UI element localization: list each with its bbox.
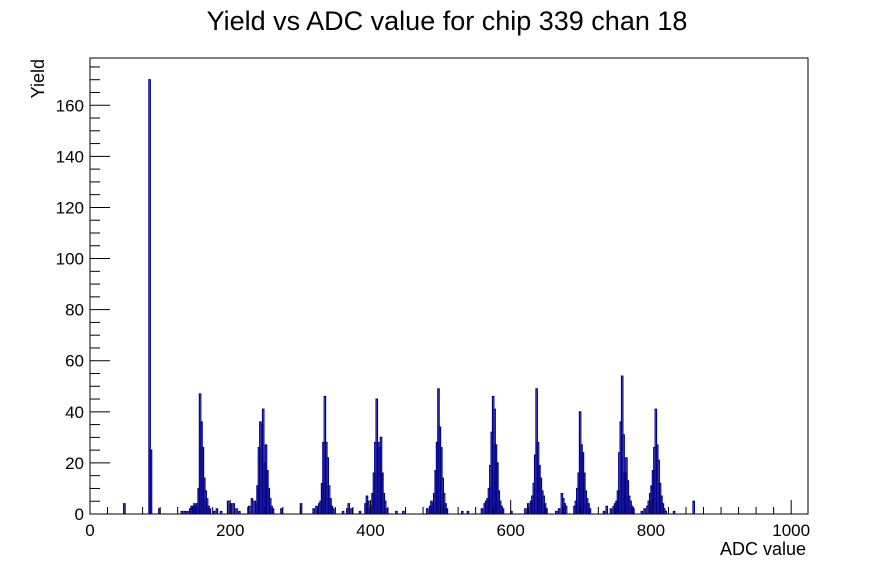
histogram-bin xyxy=(402,510,405,514)
histogram-bin xyxy=(672,510,676,514)
histogram-bin xyxy=(605,505,609,514)
y-axis-label: Yield xyxy=(28,59,48,98)
histogram-bin xyxy=(524,508,527,514)
histogram-bin xyxy=(312,508,315,514)
histogram-bin xyxy=(461,510,464,514)
histogram-bin xyxy=(609,508,613,514)
histogram-bin xyxy=(350,508,353,514)
histogram-bin xyxy=(588,508,592,514)
histogram-bin xyxy=(232,503,236,514)
histogram-bin xyxy=(557,508,561,514)
y-tick-label: 160 xyxy=(56,96,84,115)
y-tick-label: 20 xyxy=(65,454,84,473)
histogram-bin xyxy=(425,508,429,514)
histogram-bin xyxy=(526,503,530,514)
histogram-bin xyxy=(212,510,216,514)
x-tick-label: 600 xyxy=(497,521,525,540)
plot-border xyxy=(89,57,809,515)
y-tick-label: 100 xyxy=(56,250,84,269)
histogram-bin xyxy=(385,508,388,514)
x-tick-label: 1000 xyxy=(772,521,810,540)
histogram-bin xyxy=(332,508,335,514)
y-tick-label: 80 xyxy=(65,301,84,320)
histogram-bin xyxy=(247,505,251,514)
histogram-bin xyxy=(466,510,470,514)
x-tick-label: 800 xyxy=(637,521,665,540)
histogram-bin xyxy=(347,503,351,514)
histogram-bin xyxy=(395,510,398,514)
x-tick-label: 0 xyxy=(85,521,94,540)
histogram-bin xyxy=(367,500,370,514)
x-axis-label: ADC value xyxy=(720,539,806,559)
histogram-bin xyxy=(271,508,275,514)
histogram-bin xyxy=(664,510,667,514)
histogram-bin xyxy=(219,510,223,514)
histogram-bin xyxy=(149,449,153,514)
histogram-bin xyxy=(643,508,646,514)
histogram-bin xyxy=(602,510,606,514)
histogram-bin xyxy=(501,508,505,514)
y-tick-label: 120 xyxy=(56,198,84,217)
histogram-bin xyxy=(148,79,151,514)
histogram-bin xyxy=(215,508,219,514)
x-tick-label: 400 xyxy=(356,521,384,540)
histogram-bin xyxy=(496,462,499,514)
histogram-bars xyxy=(123,79,696,514)
histogram-bin xyxy=(383,500,387,514)
histogram-bin xyxy=(341,510,345,514)
x-tick-label: 200 xyxy=(216,521,244,540)
histogram-bin xyxy=(445,508,449,514)
y-tick-label: 60 xyxy=(65,352,84,371)
histogram-bin xyxy=(235,508,238,514)
histogram-bin xyxy=(180,510,184,514)
histogram-bin xyxy=(358,510,362,514)
histogram-bin xyxy=(183,510,186,514)
histogram-bin xyxy=(208,508,212,514)
plot-frame xyxy=(89,57,809,515)
y-tick-label: 140 xyxy=(56,147,84,166)
y-tick-label: 0 xyxy=(75,505,84,524)
histogram-bin xyxy=(315,505,318,514)
histogram-bin xyxy=(250,498,254,514)
histogram-bin xyxy=(640,510,644,514)
histogram-bin xyxy=(238,510,241,514)
chart-title: Yield vs ADC value for chip 339 chan 18 xyxy=(207,6,688,36)
histogram-bin xyxy=(186,510,189,514)
histogram-bin xyxy=(226,500,230,514)
histogram-bin xyxy=(280,508,283,514)
histogram-bin xyxy=(564,505,568,514)
y-tick-label: 40 xyxy=(65,403,84,422)
histogram-bin xyxy=(480,508,484,514)
axis-ticks: 0 200 400 600 800 1000 0 20 40 60 80 100 120 140 160 xyxy=(56,66,810,540)
histogram-bin xyxy=(692,500,696,514)
histogram-bin xyxy=(261,408,265,514)
histogram-bin xyxy=(554,510,558,514)
